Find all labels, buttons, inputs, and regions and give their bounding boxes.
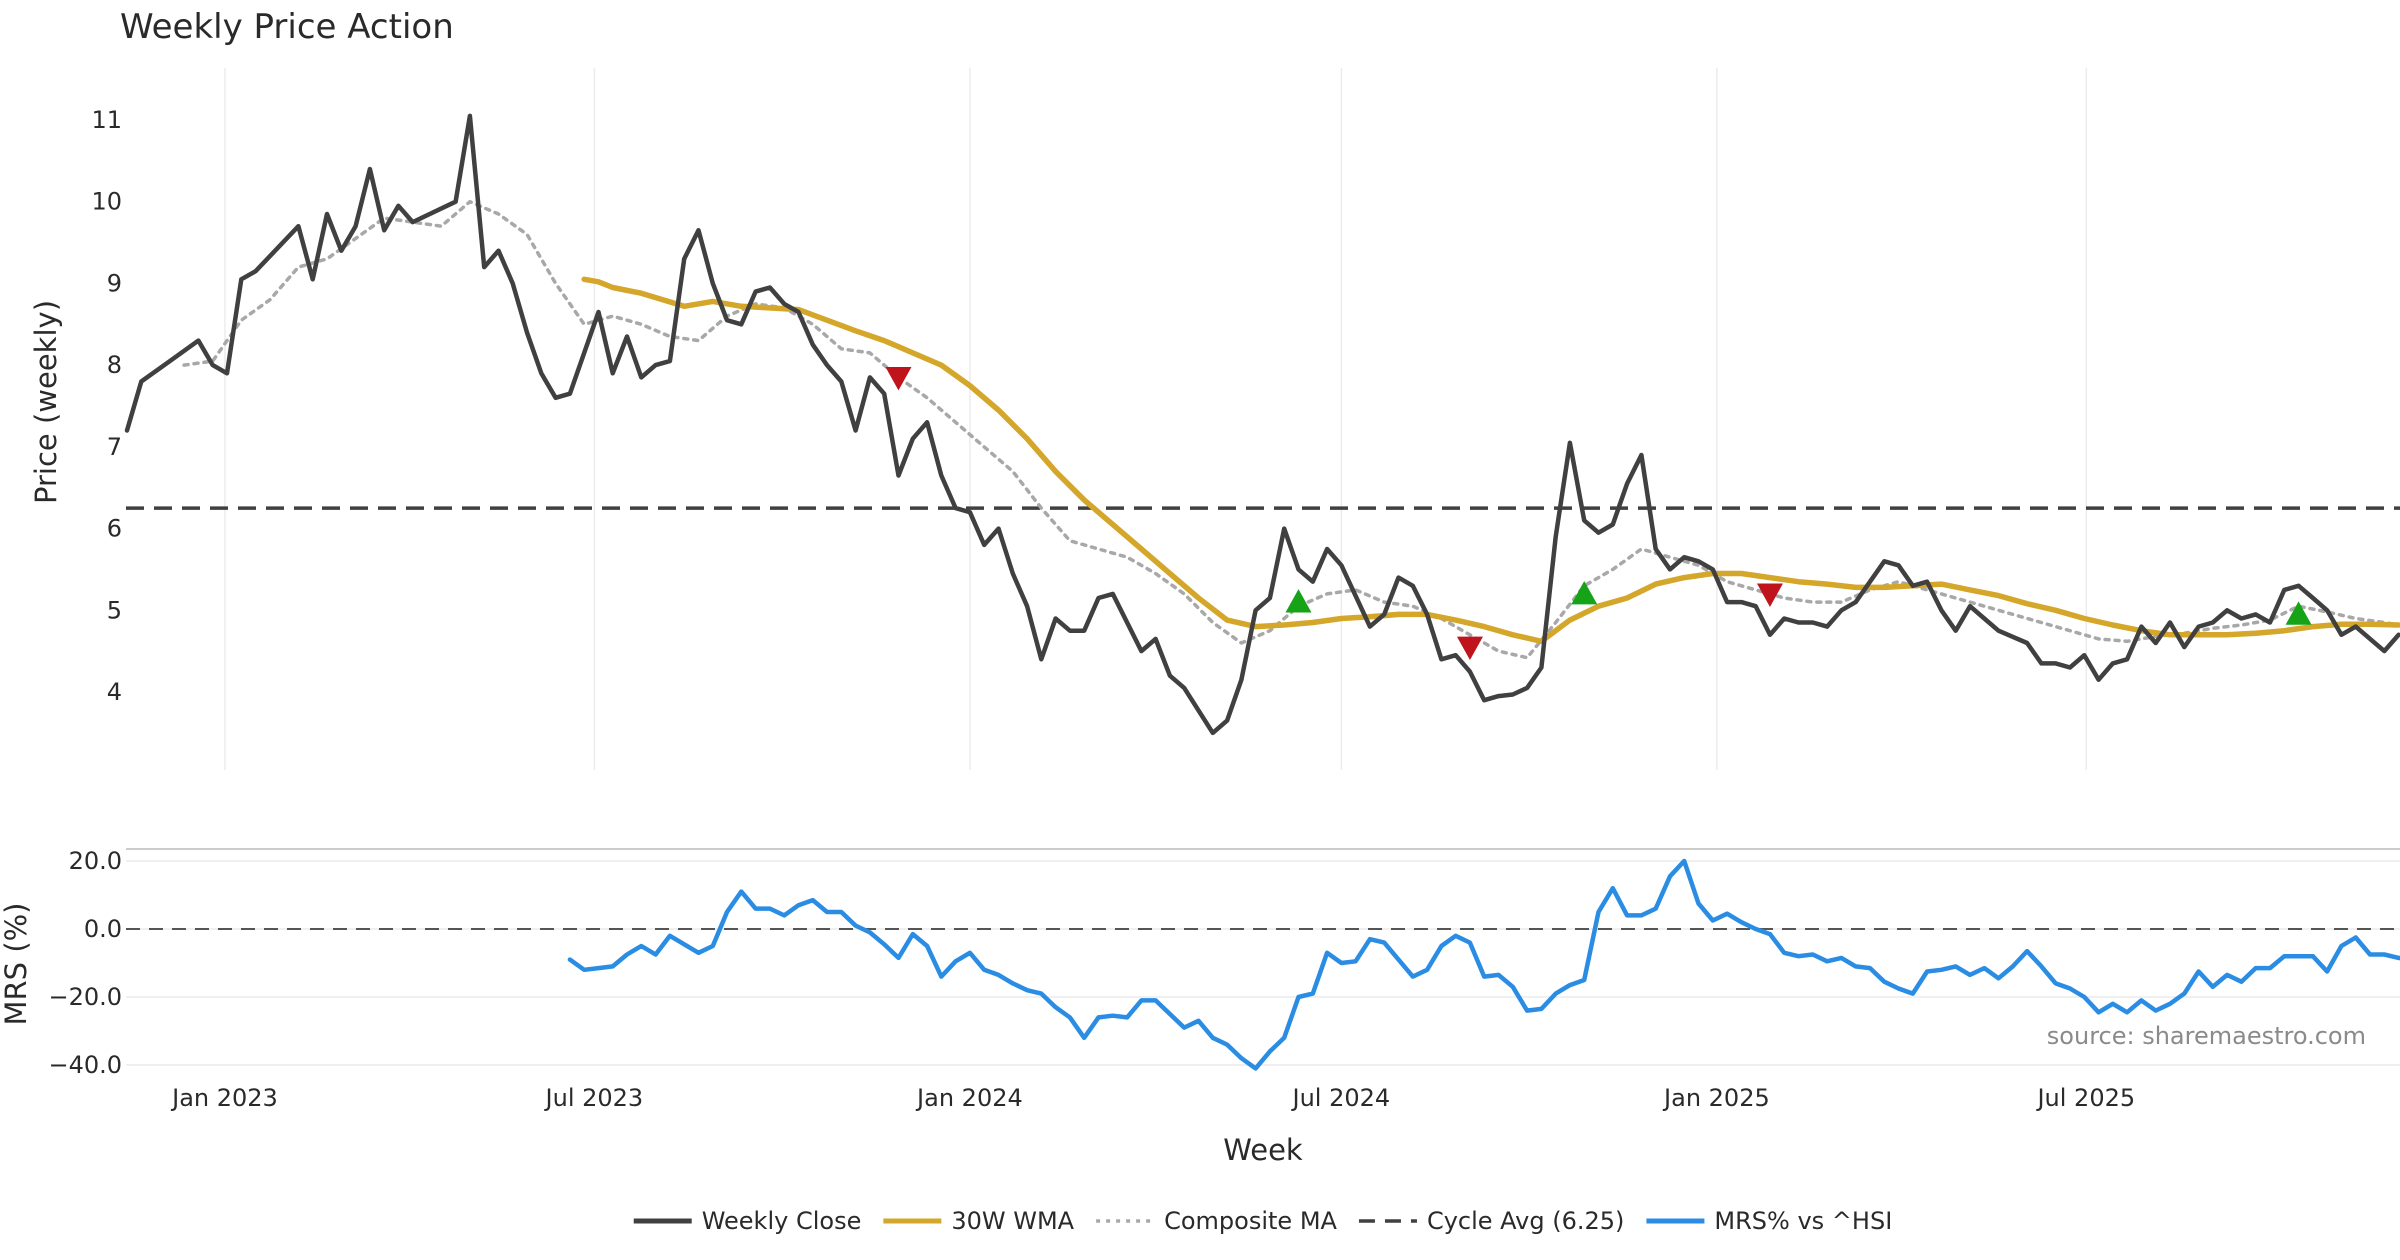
x-tick-label: Jul 2023 <box>544 1084 644 1112</box>
x-tick-label: Jan 2023 <box>170 1084 278 1112</box>
chart-title: Weekly Price Action <box>120 7 454 47</box>
legend-label: MRS% vs ^HSI <box>1714 1207 1892 1235</box>
x-tick-label: Jan 2024 <box>915 1084 1023 1112</box>
x-tick-label: Jan 2025 <box>1662 1084 1770 1112</box>
x-tick-label: Jul 2025 <box>2035 1084 2135 1112</box>
legend-label: 30W WMA <box>951 1207 1074 1235</box>
30w-wma-line <box>581 276 2400 645</box>
mrs-y-axis-title: MRS (%) <box>0 903 33 1026</box>
price-y-tick-label: 6 <box>107 515 122 543</box>
price-y-axis: 4 5 6 7 8 9 10 11 <box>91 106 122 706</box>
buy-signal-marker <box>2285 601 2312 625</box>
price-gridlines <box>224 68 2088 770</box>
mrs-y-tick-label: −20.0 <box>48 983 122 1011</box>
signal-markers <box>885 367 2312 661</box>
sell-signal-marker <box>1756 583 1783 607</box>
buy-signal-marker <box>1571 580 1598 605</box>
weekly-close-line <box>124 113 2400 736</box>
mrs-y-tick-label: 20.0 <box>69 847 122 875</box>
mrs-line <box>567 858 2400 1071</box>
mrs-y-axis: 20.0 0.0 −20.0 −40.0 <box>48 847 122 1079</box>
price-y-tick-label: 4 <box>107 678 122 706</box>
legend-label: Composite MA <box>1164 1207 1337 1235</box>
legend-label: Cycle Avg (6.25) <box>1427 1207 1624 1235</box>
price-y-tick-label: 5 <box>107 596 122 624</box>
legend-label: Weekly Close <box>702 1207 862 1235</box>
x-axis-title: Week <box>1223 1133 1303 1167</box>
mrs-y-tick-label: −40.0 <box>48 1051 122 1079</box>
x-axis: Jan 2023 Jul 2023 Jan 2024 Jul 2024 Jan 2025… <box>170 1084 2135 1112</box>
mrs-y-tick-label: 0.0 <box>84 915 122 943</box>
source-credit: source: sharemaestro.com <box>2047 1022 2366 1050</box>
sell-signal-marker <box>1456 636 1483 661</box>
chart-legend: Weekly Close 30W WMA Composite MA Cycle Avg… <box>633 1207 1892 1235</box>
price-y-tick-label: 7 <box>107 433 122 461</box>
buy-signal-marker <box>1285 589 1312 613</box>
price-y-tick-label: 8 <box>107 351 122 379</box>
price-y-tick-label: 11 <box>91 106 122 134</box>
price-y-tick-label: 10 <box>91 188 122 216</box>
x-tick-label: Jul 2024 <box>1291 1084 1391 1112</box>
price-y-axis-title: Price (weekly) <box>29 300 63 504</box>
sell-signal-marker <box>885 367 912 391</box>
price-y-tick-label: 9 <box>107 269 122 297</box>
mrs-series-group <box>567 858 2400 1071</box>
